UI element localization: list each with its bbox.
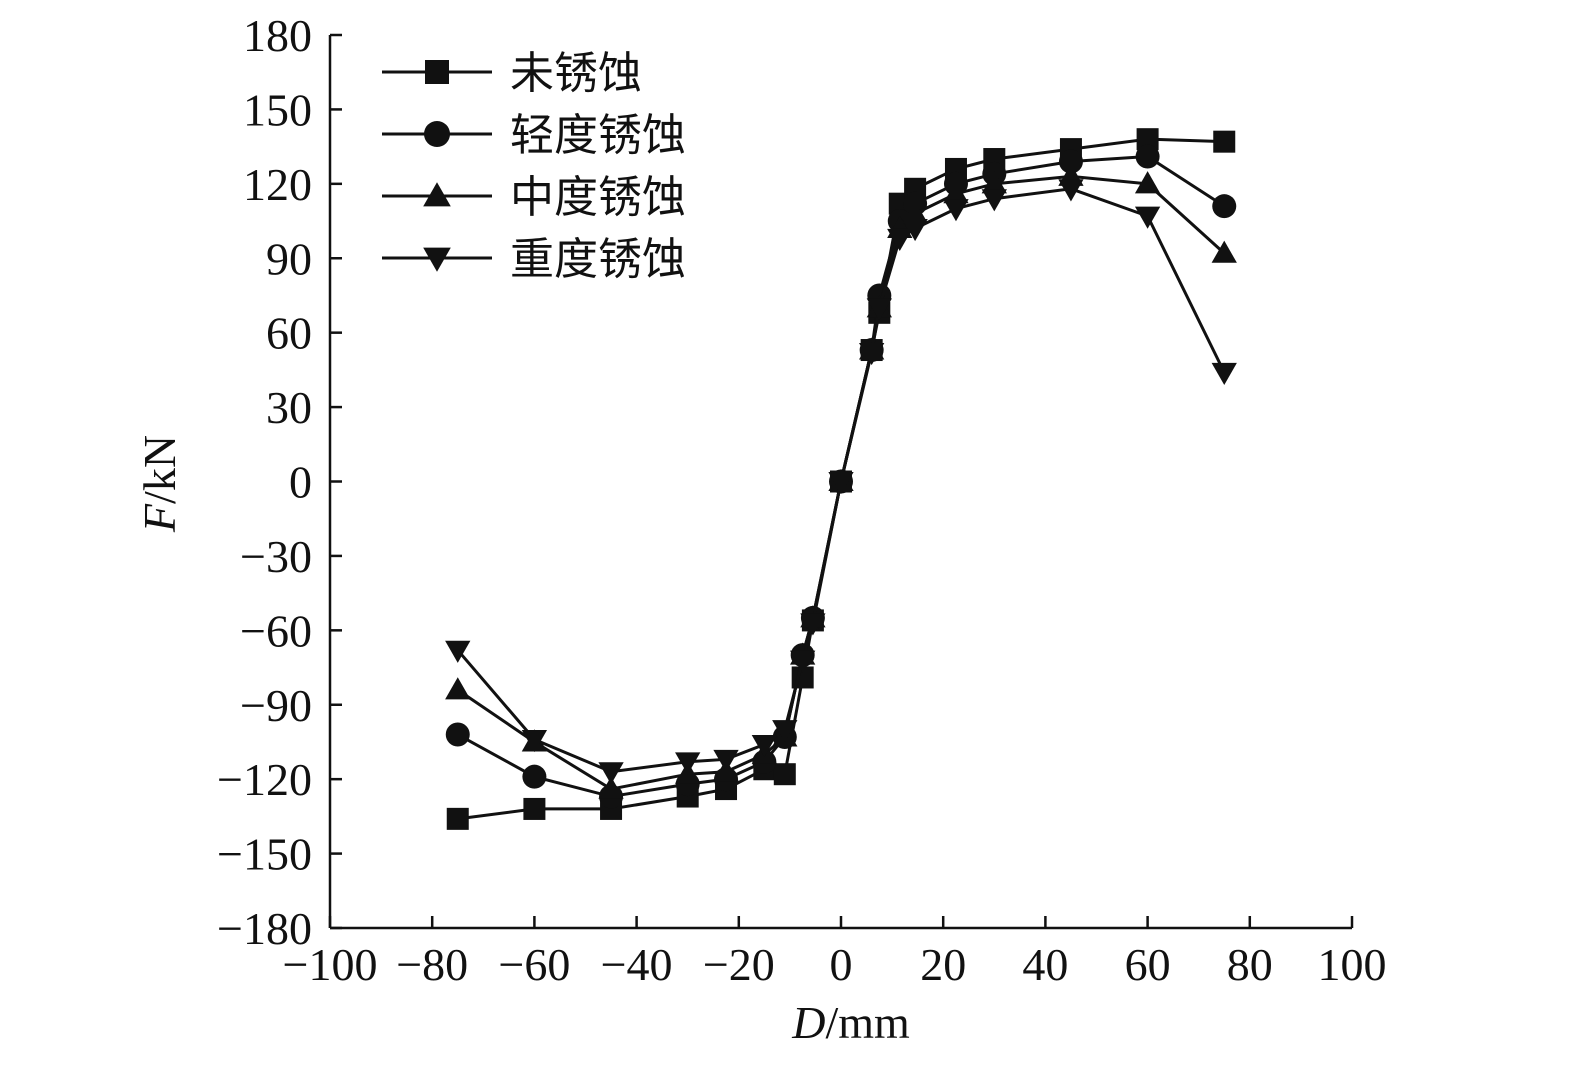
x-axis-title: D/mm — [791, 997, 910, 1048]
series-group — [445, 128, 1237, 830]
data-point-triangle-up — [902, 200, 928, 224]
data-point-square — [1213, 130, 1236, 153]
y-tick-label: 0 — [289, 457, 312, 508]
data-point-triangle-up — [598, 776, 624, 799]
legend-item: 中度锈蚀 — [382, 172, 686, 223]
data-point-circle — [1058, 149, 1083, 174]
data-point-triangle-down — [772, 720, 798, 743]
data-point-triangle-down — [1134, 206, 1161, 229]
data-point-triangle-up — [423, 182, 451, 207]
data-point-circle — [522, 764, 547, 789]
x-tick-label: 0 — [830, 939, 853, 990]
y-tick-label: −30 — [240, 531, 312, 582]
x-tick-label: −20 — [703, 939, 775, 990]
x-axis-title-unit: /mm — [825, 997, 910, 1048]
y-tick-label: 30 — [266, 382, 312, 433]
x-tick-label: −60 — [498, 939, 570, 990]
x-tick-label: −40 — [601, 939, 673, 990]
data-point-square — [523, 797, 546, 820]
legend-item: 轻度锈蚀 — [382, 110, 686, 161]
data-point-circle — [1135, 144, 1160, 169]
y-tick-label: 120 — [243, 159, 312, 210]
data-point-triangle-down — [828, 472, 854, 495]
y-tick-label: 60 — [266, 308, 312, 359]
series-triangle-down — [445, 179, 1237, 785]
data-point-triangle-down — [423, 247, 451, 272]
y-tick-label: −120 — [217, 754, 312, 805]
x-tick-label: −100 — [283, 939, 378, 990]
data-point-square — [773, 763, 796, 786]
data-point-triangle-down — [445, 640, 471, 663]
legend-label: 轻度锈蚀 — [510, 110, 686, 161]
data-point-square — [1136, 128, 1159, 151]
legend-label: 中度锈蚀 — [510, 172, 686, 223]
data-point-triangle-down — [675, 752, 701, 775]
y-axis-title-unit: /kN — [134, 435, 185, 504]
x-tick-label: 80 — [1227, 939, 1273, 990]
data-point-square — [425, 60, 449, 84]
data-point-triangle-down — [1058, 179, 1084, 202]
y-ticks: −180 −150 −120 −90 −60 −30 0 30 60 90 120 150 180 — [217, 10, 342, 954]
y-tick-label: −150 — [217, 829, 312, 880]
data-point-circle — [445, 722, 470, 747]
data-point-circle — [1212, 194, 1237, 219]
x-tick-label: −80 — [396, 939, 468, 990]
legend-label: 未锈蚀 — [510, 48, 642, 99]
y-tick-label: −180 — [217, 903, 312, 954]
y-tick-label: −90 — [240, 680, 312, 731]
data-point-square — [446, 807, 469, 830]
data-point-triangle-up — [1134, 171, 1161, 194]
data-point-triangle-down — [943, 199, 969, 222]
data-point-triangle-up — [981, 171, 1007, 194]
x-tick-label: 60 — [1125, 939, 1171, 990]
data-point-triangle-down — [521, 729, 548, 753]
y-tick-label: 180 — [243, 10, 312, 61]
data-point-triangle-down — [790, 650, 816, 673]
data-point-triangle-down — [859, 343, 885, 366]
y-tick-label: 90 — [266, 233, 312, 284]
data-point-triangle-down — [902, 218, 928, 242]
data-point-triangle-down — [598, 762, 624, 785]
legend-label: 重度锈蚀 — [510, 234, 686, 285]
y-axis-title: F/kN — [134, 435, 185, 533]
data-point-triangle-down — [981, 189, 1007, 212]
data-point-triangle-down — [713, 749, 739, 772]
y-tick-label: 150 — [243, 84, 312, 135]
x-axis-title-var: D — [791, 997, 825, 1048]
x-ticks: −100 −80 −60 −40 −20 0 20 40 60 80 100 — [283, 916, 1387, 990]
data-point-triangle-down — [1211, 362, 1237, 386]
data-point-triangle-up — [943, 181, 969, 204]
y-tick-label: −60 — [240, 605, 312, 656]
legend-item: 重度锈蚀 — [382, 234, 686, 285]
legend-item: 未锈蚀 — [382, 48, 642, 99]
data-point-triangle-down — [887, 228, 913, 252]
y-axis-title-var: F — [134, 503, 185, 533]
data-point-triangle-down — [866, 298, 892, 321]
data-point-triangle-up — [1211, 240, 1237, 263]
x-tick-label: 20 — [920, 939, 966, 990]
x-tick-label: 40 — [1022, 939, 1068, 990]
x-tick-label: 100 — [1318, 939, 1387, 990]
data-point-circle — [424, 121, 450, 147]
data-point-triangle-down — [751, 734, 777, 758]
data-point-triangle-up — [445, 677, 471, 700]
data-point-triangle-down — [800, 613, 826, 636]
